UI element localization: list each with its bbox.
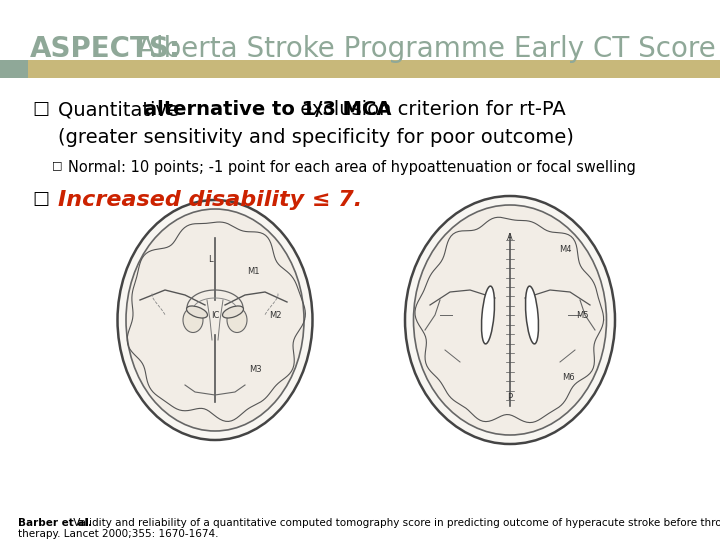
Text: Barber et al.: Barber et al. [18,518,92,528]
Ellipse shape [526,286,539,344]
Ellipse shape [222,306,243,318]
Text: therapy. Lancet 2000;355: 1670-1674.: therapy. Lancet 2000;355: 1670-1674. [18,529,218,539]
Ellipse shape [117,200,312,440]
Text: Increased disability ≤ 7.: Increased disability ≤ 7. [58,190,362,210]
Text: M5: M5 [576,310,588,320]
Text: M2: M2 [269,310,282,320]
Text: Alberta Stroke Programme Early CT Score: Alberta Stroke Programme Early CT Score [128,35,716,63]
Ellipse shape [227,307,247,333]
Text: IC: IC [211,310,219,320]
Text: exclusion criterion for rt-PA: exclusion criterion for rt-PA [294,100,566,119]
Ellipse shape [126,209,304,431]
Ellipse shape [405,196,615,444]
Text: M3: M3 [248,366,261,375]
Bar [28,60,720,78]
Ellipse shape [186,306,207,318]
Text: M4: M4 [559,246,571,254]
Text: Validity and reliability of a quantitative computed tomography score in predicti: Validity and reliability of a quantitati… [70,518,720,528]
Text: A: A [507,233,513,242]
Bar [0,60,28,78]
Text: □: □ [32,100,49,118]
Text: Quantitative: Quantitative [58,100,185,119]
Ellipse shape [413,205,606,435]
Text: alternative to 1/3 MCA: alternative to 1/3 MCA [144,100,392,119]
Text: ASPECTS:: ASPECTS: [30,35,181,63]
Text: L: L [207,255,212,265]
Text: Normal: 10 points; -1 point for each area of hypoattenuation or focal swelling: Normal: 10 points; -1 point for each are… [68,160,636,175]
Text: M1: M1 [247,267,259,276]
Ellipse shape [183,307,203,333]
Text: □: □ [52,160,63,170]
Text: □: □ [32,190,49,208]
Text: P: P [508,394,513,402]
Ellipse shape [482,286,495,344]
Text: M6: M6 [562,374,575,382]
Text: (greater sensitivity and specificity for poor outcome): (greater sensitivity and specificity for… [58,128,574,147]
